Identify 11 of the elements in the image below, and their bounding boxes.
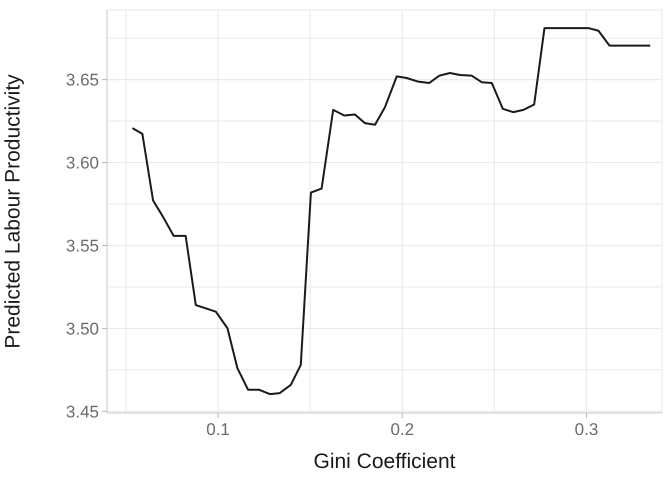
x-tick-label: 0.1 bbox=[206, 420, 230, 439]
y-axis-title: Predicted Labour Productivity bbox=[1, 74, 24, 349]
y-tick-label: 3.45 bbox=[66, 402, 99, 422]
x-axis-title: Gini Coefficient bbox=[313, 450, 456, 473]
y-tick-label: 3.65 bbox=[66, 70, 99, 90]
y-tick-label: 3.55 bbox=[66, 236, 99, 256]
x-tick-label: 0.3 bbox=[574, 420, 598, 439]
line-series bbox=[131, 27, 652, 396]
x-tick-label: 0.2 bbox=[390, 420, 414, 439]
y-tick-label: 3.50 bbox=[66, 319, 99, 338]
y-tick-label: 3.60 bbox=[66, 154, 99, 173]
